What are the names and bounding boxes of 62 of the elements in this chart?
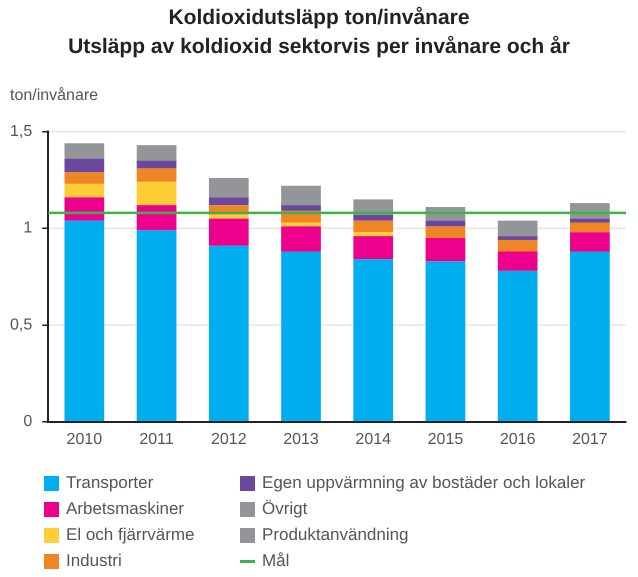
bar [498,220,538,236]
legend-label: Egen uppvärmning av bostäder och lokaler [262,473,586,493]
legend-label: Transporter [66,473,154,493]
x-tick-label: 2015 [428,430,464,448]
bar [353,214,394,221]
bar [64,158,104,172]
bar [64,220,104,422]
x-tick-label: 2011 [139,430,174,448]
bar [426,238,466,262]
bar [570,252,610,422]
legend-label: Övrigt [262,499,308,519]
bar [281,226,321,252]
bar [426,261,466,422]
y-tick-label: 0,5 [10,316,32,334]
bar [208,178,249,198]
bar [498,236,538,240]
bar [353,236,394,260]
x-tick-label: 2014 [355,430,392,448]
bar [426,226,466,238]
chart-title: Koldioxidutsläpp ton/invånare [167,6,471,30]
bar [208,214,249,219]
bar [136,205,176,230]
legend-label: Produktanvändning [262,525,409,545]
x-tick-label: 2010 [66,430,102,448]
y-tick-label: 1 [23,220,32,237]
bar [281,252,321,422]
bar [353,259,394,422]
bar [136,145,176,161]
bar [498,252,538,271]
y-tick-label: 0 [23,413,32,430]
bar [426,220,466,226]
x-tick-label: 2012 [210,430,247,448]
bar [64,172,104,184]
x-tick-label: 2013 [283,430,319,448]
bar [281,186,321,206]
y-axis-title: ton/invånare [10,87,98,105]
bar [64,143,104,159]
bar [570,218,610,223]
legend-label: Mål [262,551,290,571]
legend-label: Industri [66,551,122,571]
bar [208,246,249,422]
bar [353,232,394,236]
bar [498,270,538,422]
bar [281,205,321,211]
x-tick-label: 2016 [500,430,536,448]
bar [208,197,249,206]
chart-subtitle: Utsläpp av koldioxid sektorvis per invånare och år [67,35,571,59]
x-tick-label: 2017 [572,430,608,448]
bar [136,182,176,206]
bar [281,222,321,226]
bar [136,230,176,422]
bar [353,220,394,232]
bar [570,222,610,232]
bar [570,232,610,252]
bar [498,240,538,252]
bar [136,160,176,168]
bar [208,218,249,246]
y-tick-label: 1,5 [10,123,32,140]
bar [136,168,176,182]
legend-label: El och fjärrvärme [66,525,194,545]
bar [64,184,104,198]
legend-label: Arbetsmaskiner [66,499,184,519]
